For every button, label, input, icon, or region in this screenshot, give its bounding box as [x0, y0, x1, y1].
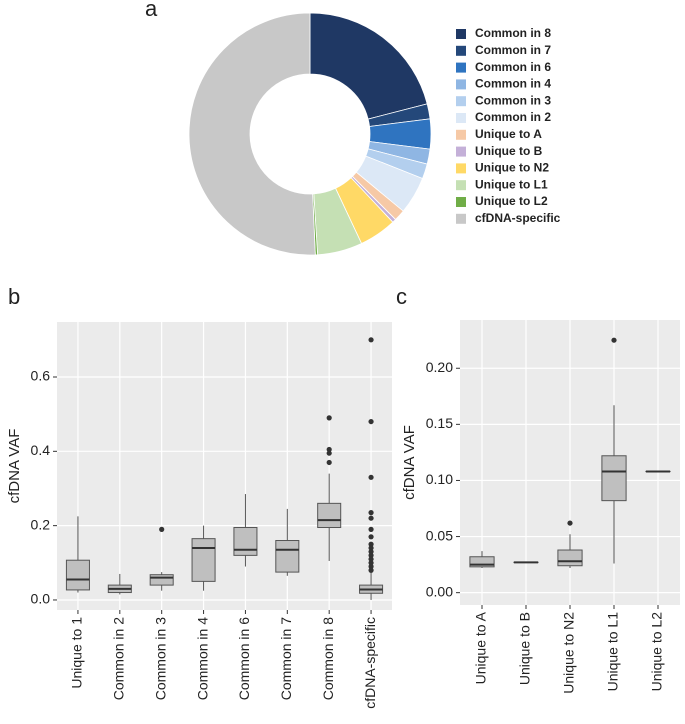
- y-axis-label: cfDNA VAF: [6, 429, 23, 504]
- legend-swatch: [456, 146, 466, 157]
- outlier: [368, 545, 374, 551]
- outlier: [326, 450, 332, 456]
- outlier: [368, 337, 374, 343]
- outlier: [326, 459, 332, 466]
- legend-swatch: [456, 113, 466, 123]
- legend-label: Unique to N2: [475, 161, 549, 175]
- y-tick-label: 0.15: [426, 415, 453, 431]
- outlier: [368, 526, 374, 532]
- donut-slice: [188, 12, 316, 256]
- legend-label: Common in 4: [475, 77, 551, 91]
- y-axis-label: cfDNA VAF: [401, 425, 418, 500]
- legend-swatch: [456, 197, 466, 207]
- legend-swatch: [456, 180, 466, 191]
- box: [557, 549, 583, 567]
- legend-swatch: [456, 29, 466, 39]
- x-tick-label: Common in 6: [236, 617, 252, 700]
- y-tick-label: 0.05: [426, 527, 453, 543]
- outlier: [368, 541, 374, 547]
- x-tick-label: Unique to B: [517, 612, 533, 685]
- y-tick-label: 0.4: [31, 442, 51, 458]
- plot-background: [57, 322, 392, 610]
- y-tick-label: 0.2: [31, 516, 51, 532]
- outlier: [159, 526, 165, 532]
- outlier: [368, 549, 374, 555]
- legend-swatch: [456, 96, 466, 107]
- donut-slice: [309, 12, 428, 120]
- legend-label: Common in 6: [475, 60, 551, 74]
- y-tick-label: 0.0: [31, 591, 51, 607]
- legend-swatch: [456, 62, 466, 73]
- legend-label: Unique to B: [475, 144, 543, 158]
- box: [149, 574, 174, 586]
- legend-swatch: [456, 129, 466, 140]
- outlier: [368, 560, 374, 566]
- x-tick-label: Common in 3: [152, 617, 168, 700]
- outlier: [368, 556, 374, 562]
- outlier: [368, 534, 374, 540]
- box: [601, 455, 627, 502]
- outlier: [368, 510, 374, 516]
- box: [469, 556, 495, 568]
- legend-label: Common in 3: [475, 93, 551, 107]
- legend-label: Unique to A: [475, 127, 542, 141]
- box: [65, 559, 90, 591]
- legend-swatch: [456, 213, 466, 224]
- legend-label: Unique to L2: [475, 194, 548, 208]
- x-tick-label: Unique to L1: [605, 612, 621, 692]
- outlier: [326, 415, 332, 421]
- y-tick-label: 0.6: [31, 368, 51, 384]
- box: [317, 502, 342, 529]
- x-tick-label: Unique to L2: [649, 612, 665, 692]
- x-tick-label: Unique to N2: [561, 612, 577, 694]
- y-tick-label: 0.10: [426, 471, 453, 487]
- outlier: [611, 337, 617, 343]
- box: [275, 540, 300, 573]
- legend-label: cfDNA-specific: [475, 211, 561, 225]
- legend-label: Common in 7: [475, 43, 551, 57]
- x-tick-label: cfDNA-specific: [362, 617, 378, 709]
- outlier: [368, 418, 374, 425]
- box: [191, 538, 216, 582]
- x-tick-label: Unique to 1: [69, 617, 85, 689]
- x-tick-label: Common in 2: [111, 617, 127, 700]
- x-tick-label: Common in 8: [320, 617, 336, 700]
- x-tick-label: Common in 4: [194, 617, 210, 700]
- legend-label: Unique to L1: [475, 177, 548, 191]
- panel-letter: c: [396, 284, 407, 309]
- outlier: [368, 515, 374, 521]
- box: [233, 527, 258, 556]
- y-tick-label: 0.00: [426, 583, 453, 599]
- x-tick-label: Common in 7: [278, 617, 294, 700]
- outlier: [368, 563, 374, 570]
- panel-letter: b: [8, 284, 20, 309]
- legend-swatch: [456, 163, 466, 174]
- outlier: [368, 474, 374, 480]
- legend-label: Common in 2: [475, 110, 551, 124]
- outlier: [326, 446, 332, 453]
- outlier: [368, 552, 374, 558]
- outlier: [567, 520, 573, 526]
- panel-letter: a: [145, 0, 158, 21]
- legend-swatch: [456, 79, 466, 90]
- x-tick-label: Unique to A: [473, 611, 489, 684]
- outlier: [368, 567, 374, 573]
- y-tick-label: 0.20: [426, 359, 453, 375]
- legend-label: Common in 8: [475, 26, 551, 40]
- legend-swatch: [456, 45, 466, 56]
